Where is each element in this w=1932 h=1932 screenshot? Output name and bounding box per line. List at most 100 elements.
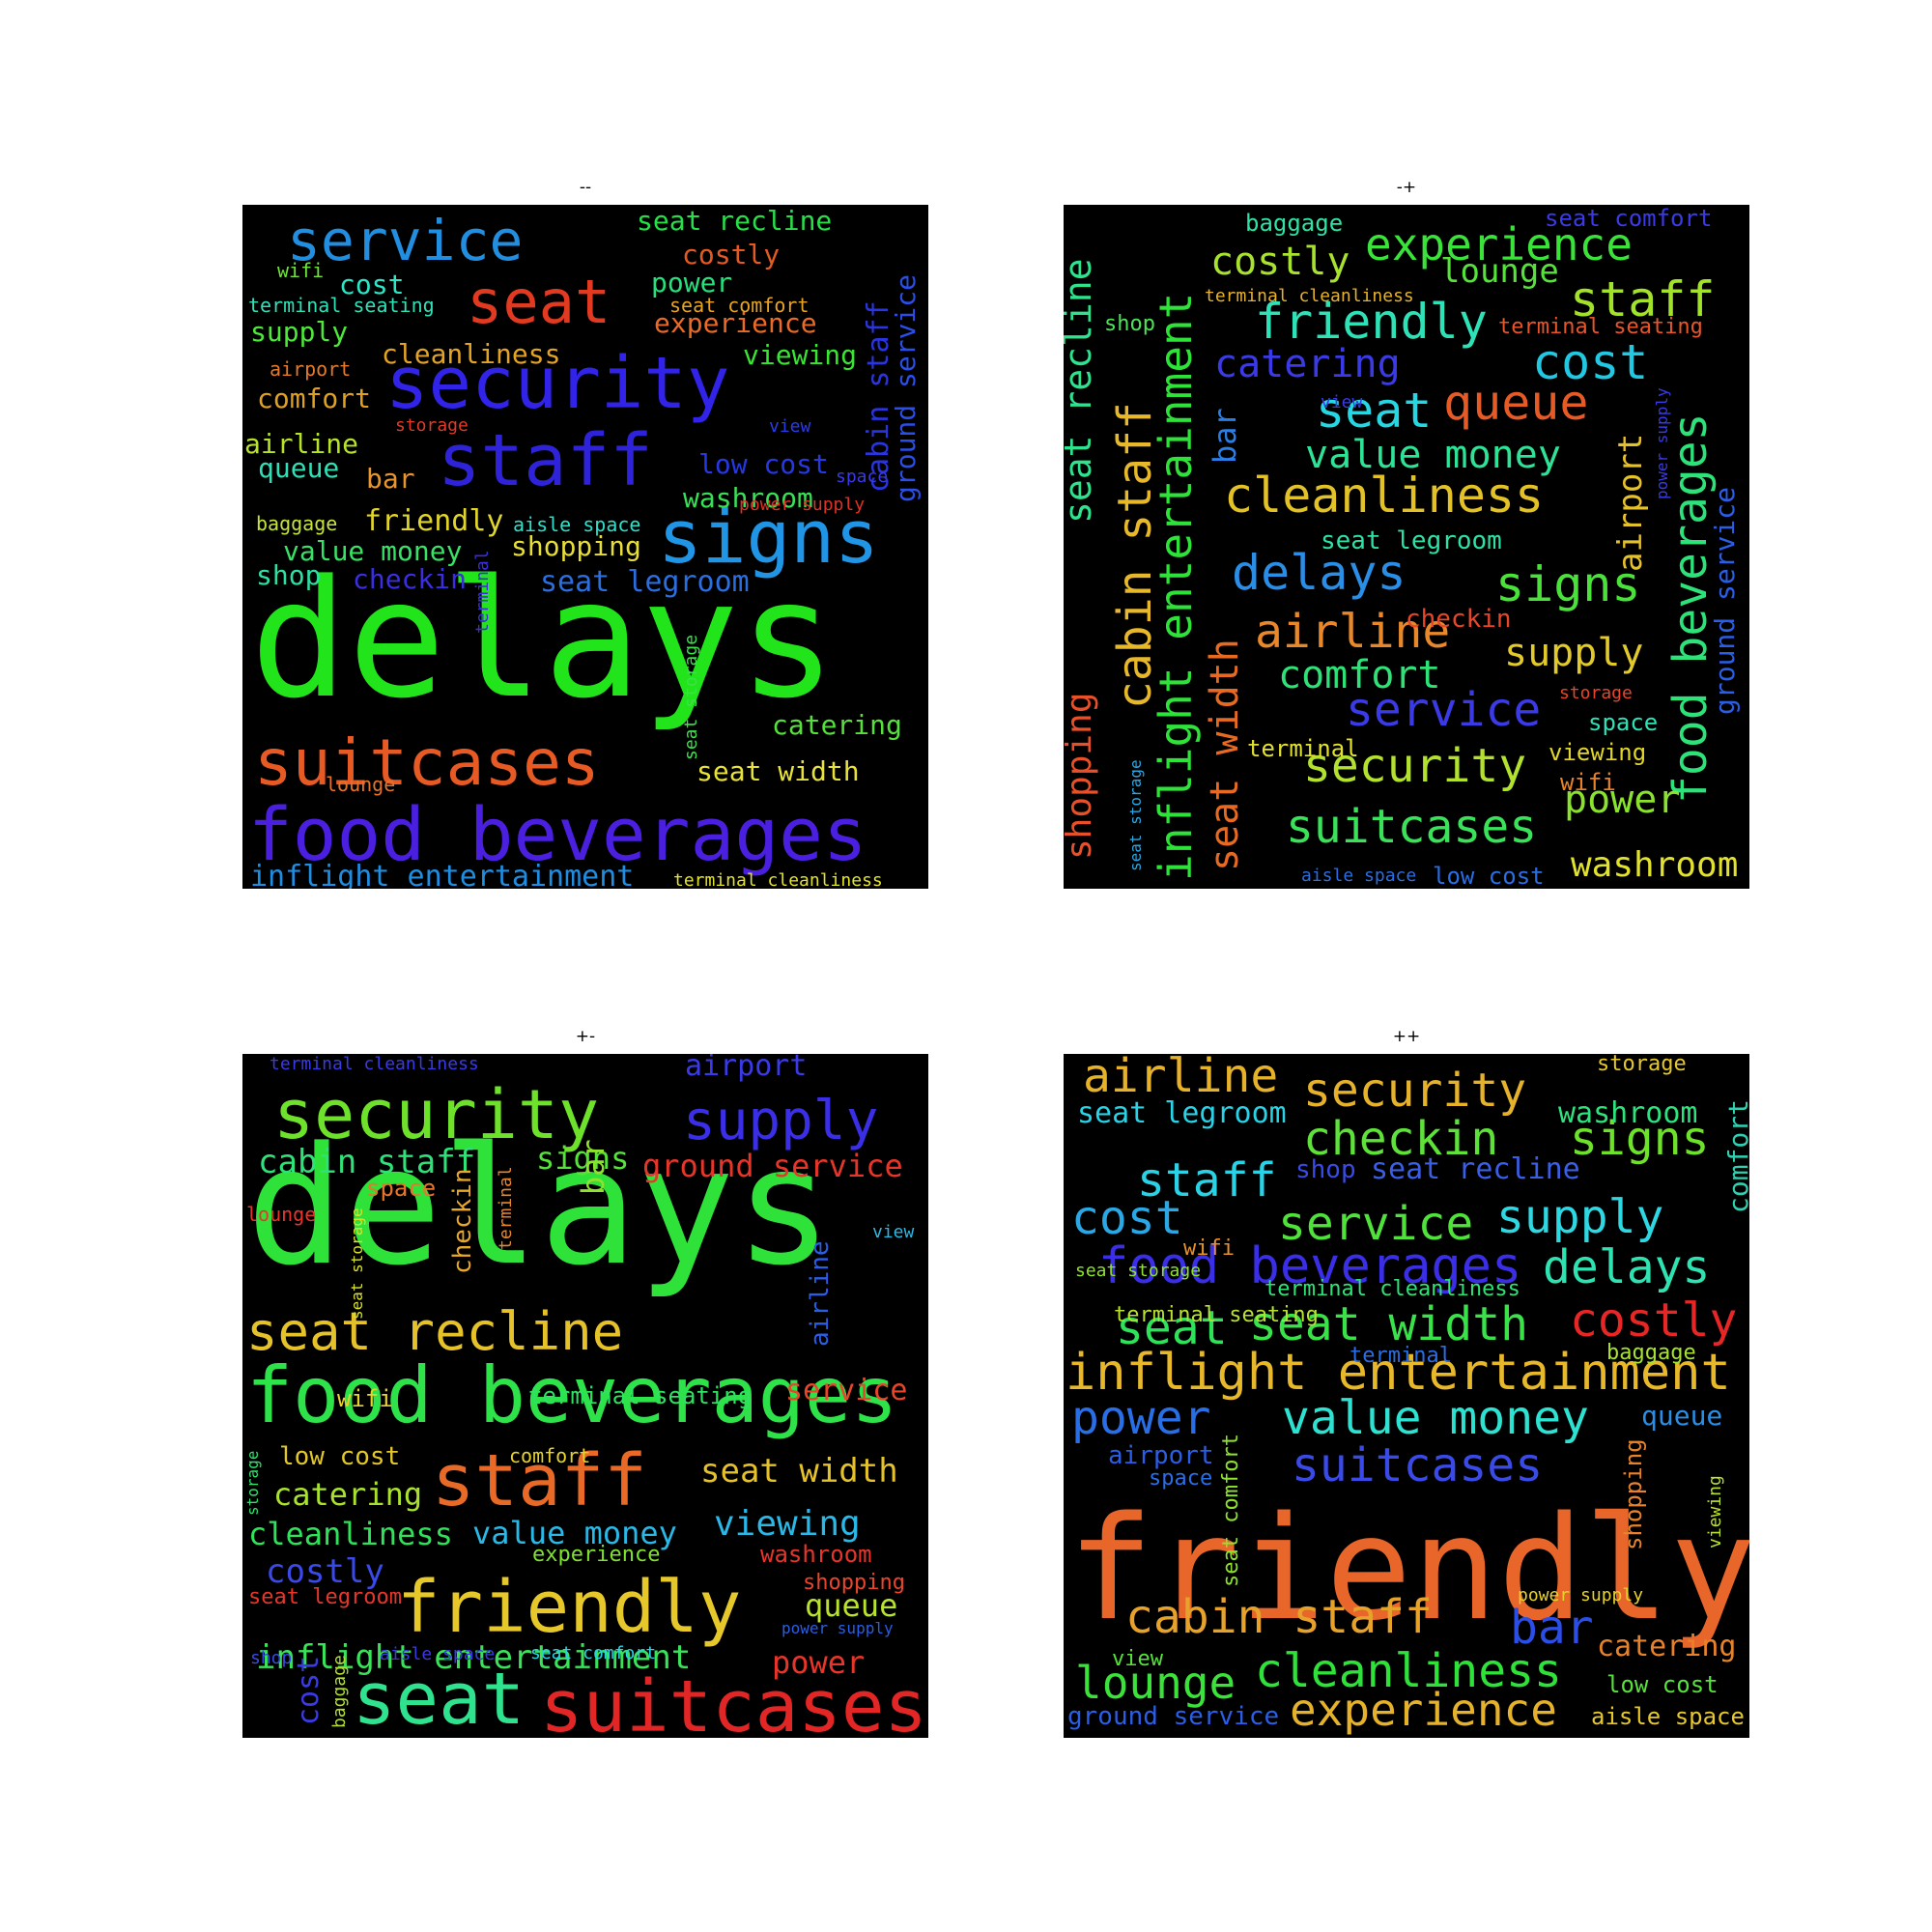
word-seat-width: seat width: [1249, 1297, 1528, 1351]
word-shopping: shopping: [803, 1571, 905, 1595]
word-bar: bar: [1207, 408, 1243, 464]
word-viewing: viewing: [1705, 1475, 1725, 1548]
word-suitcases: suitcases: [1292, 1438, 1543, 1492]
word-bar: bar: [366, 463, 415, 495]
word-lounge: lounge: [1075, 1657, 1236, 1709]
word-seat: seat: [1316, 383, 1432, 439]
word-checkin: checkin: [448, 1168, 477, 1274]
word-seat-comfort: seat comfort: [669, 294, 810, 317]
word-cabin-staff: cabin staff: [1108, 402, 1162, 709]
word-staff: staff: [432, 1439, 647, 1522]
word-value-money: value money: [472, 1515, 677, 1551]
word-washroom: washroom: [760, 1541, 872, 1568]
word-seat-legroom: seat legroom: [1321, 526, 1502, 555]
word-service: service: [1346, 683, 1541, 737]
word-queue: queue: [258, 452, 339, 484]
word-inflight-entertainment: inflight entertainment: [250, 860, 634, 889]
panel-title: ++: [1392, 1027, 1421, 1046]
word-shopping: shopping: [1620, 1438, 1647, 1550]
word-airport: airport: [270, 357, 351, 381]
word-seat-recline: seat recline: [1371, 1152, 1580, 1186]
word-food-beverages: food beverages: [246, 1350, 897, 1440]
word-value-money: value money: [283, 535, 462, 567]
word-value-money: value money: [1282, 1391, 1589, 1445]
word-ground-service: ground service: [890, 274, 922, 502]
word-terminal-cleanliness: terminal cleanliness: [1205, 286, 1414, 306]
word-catering: catering: [772, 709, 902, 741]
word-costly: costly: [1570, 1293, 1737, 1348]
word-space: space: [836, 467, 888, 487]
word-terminal-cleanliness: terminal cleanliness: [270, 1054, 479, 1074]
word-friendly: friendly: [397, 1566, 741, 1649]
word-terminal: terminal: [472, 550, 493, 634]
word-delays: delays: [246, 1112, 833, 1301]
word-view: view: [872, 1222, 915, 1242]
word-supply: supply: [1504, 631, 1644, 675]
word-shop: shop: [256, 559, 321, 591]
word-seat-width: seat width: [1203, 639, 1247, 871]
word-viewing: viewing: [1548, 739, 1646, 766]
word-seat-recline: seat recline: [246, 1301, 623, 1362]
word-low-cost: low cost: [279, 1442, 400, 1471]
word-shopping: shopping: [511, 530, 641, 562]
word-costly: costly: [682, 239, 780, 270]
word-storage: storage: [243, 1451, 262, 1516]
word-terminal: terminal: [1247, 735, 1359, 762]
word-bar: bar: [575, 1139, 611, 1195]
word-service: service: [287, 208, 523, 273]
word-terminal-seating: terminal seating: [1498, 315, 1703, 339]
word-baggage: baggage: [329, 1655, 350, 1728]
word-baggage: baggage: [1606, 1341, 1696, 1365]
word-friendly: friendly: [1255, 294, 1488, 350]
word-delays: delays: [250, 545, 837, 734]
word-aisle-space: aisle space: [1591, 1703, 1745, 1730]
word-catering: catering: [273, 1476, 422, 1513]
word-storage: storage: [1559, 683, 1633, 703]
word-cabin-staff: cabin staff: [258, 1143, 475, 1181]
word-lounge: lounge: [246, 1203, 316, 1226]
word-power: power: [772, 1644, 865, 1681]
word-power-supply: power supply: [1518, 1585, 1643, 1605]
word-power-supply: power supply: [1653, 387, 1671, 499]
word-bar: bar: [1510, 1601, 1594, 1655]
word-security: security: [273, 1075, 599, 1154]
word-view: view: [1112, 1647, 1164, 1671]
word-wifi: wifi: [1560, 769, 1616, 796]
word-queue: queue: [805, 1587, 897, 1624]
wordcloud-canvas: friendly inflight entertainment food bever…: [1064, 1054, 1749, 1738]
word-seat-recline: seat recline: [637, 205, 832, 237]
word-signs: signs: [658, 494, 879, 580]
word-seat-comfort: seat comfort: [530, 1643, 656, 1663]
word-costly: costly: [266, 1552, 384, 1591]
word-view: view: [1321, 392, 1363, 412]
word-viewing: viewing: [714, 1504, 861, 1544]
word-cleanliness: cleanliness: [382, 338, 560, 370]
word-power: power: [1564, 778, 1680, 822]
word-comfort: comfort: [1722, 1099, 1749, 1213]
word-seat: seat: [467, 267, 611, 337]
word-terminal-seating: terminal seating: [528, 1382, 752, 1409]
word-cost: cost: [1071, 1191, 1183, 1245]
word-suitcases: suitcases: [540, 1665, 927, 1738]
word-seat-legroom: seat legroom: [1077, 1096, 1287, 1130]
word-comfort: comfort: [1278, 653, 1441, 697]
word-cleanliness: cleanliness: [248, 1516, 453, 1552]
word-cleanliness: cleanliness: [1224, 468, 1544, 524]
word-washroom: washroom: [1571, 845, 1738, 885]
word-seat-storage: seat storage: [348, 1208, 366, 1320]
word-terminal-seating: terminal seating: [248, 294, 435, 317]
word-supply: supply: [683, 1090, 878, 1152]
word-security: security: [385, 342, 729, 425]
word-airline: airline: [1255, 605, 1450, 659]
word-experience: experience: [654, 307, 817, 339]
word-checkin: checkin: [353, 563, 467, 595]
word-seat-comfort: seat comfort: [1545, 205, 1712, 232]
word-lounge: lounge: [326, 773, 395, 796]
word-seat-comfort: seat comfort: [1219, 1434, 1243, 1587]
word-seat-width: seat width: [700, 1452, 898, 1491]
word-airline: airline: [1083, 1054, 1278, 1103]
word-baggage: baggage: [256, 512, 337, 535]
word-seat-width: seat width: [696, 755, 860, 787]
word-airline: airline: [244, 428, 358, 460]
